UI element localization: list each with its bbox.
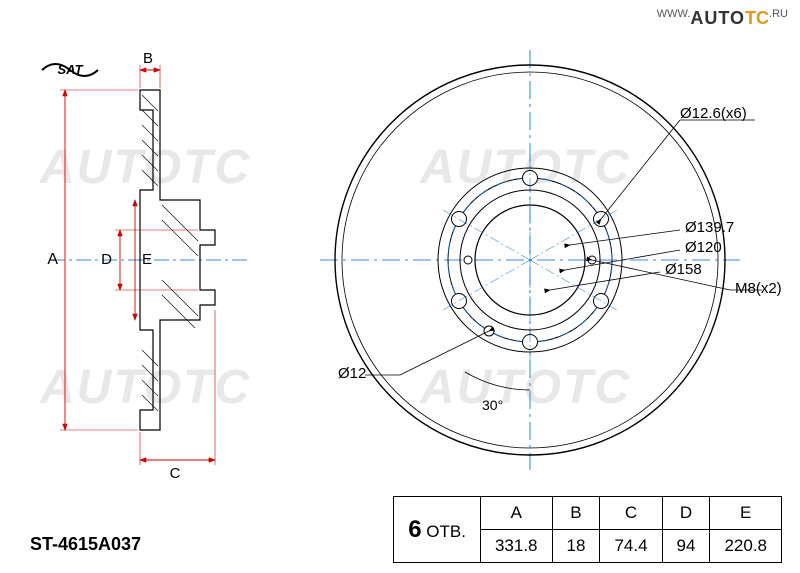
holes-count: 6	[408, 516, 421, 543]
col-header: B	[552, 497, 600, 530]
svg-text:B: B	[143, 50, 153, 67]
dim-d1397: Ø139.7	[685, 219, 734, 236]
side-view: A B D E C	[20, 30, 260, 490]
dim-d120: Ø120	[685, 239, 722, 256]
front-view: 30° Ø12.6(x6) Ø139.7 Ø120 Ø158 M8(x2) Ø1…	[280, 30, 780, 490]
holes-cell: 6 ОТВ.	[394, 497, 481, 563]
svg-text:SAT: SAT	[57, 62, 83, 77]
col-value: 331.8	[480, 530, 552, 563]
col-value: 74.4	[600, 530, 662, 563]
url-ru: .RU	[769, 8, 788, 20]
drawing-area: A B D E C	[10, 10, 790, 500]
url-tc: TC	[745, 8, 769, 28]
svg-text:E: E	[142, 251, 152, 268]
url-www: WWW.	[657, 8, 691, 20]
site-url: WWW.AutoTC.RU	[657, 8, 788, 29]
dim-d158: Ø158	[665, 261, 702, 278]
col-header: E	[710, 497, 782, 530]
url-auto: Auto	[690, 8, 745, 28]
col-value: 94	[662, 530, 710, 563]
svg-text:C: C	[170, 465, 181, 482]
svg-text:30°: 30°	[482, 397, 503, 413]
holes-suffix: ОТВ.	[426, 522, 466, 541]
part-number: ST-4615A037	[30, 534, 141, 555]
dim-d126: Ø12.6(x6)	[680, 105, 747, 122]
svg-text:D: D	[101, 251, 112, 268]
col-header: D	[662, 497, 710, 530]
dim-d12: Ø12	[338, 365, 366, 382]
col-header: A	[480, 497, 552, 530]
col-value: 18	[552, 530, 600, 563]
col-value: 220.8	[710, 530, 782, 563]
col-header: C	[600, 497, 662, 530]
svg-text:A: A	[47, 251, 58, 268]
table-row: 6 ОТВ. A B C D E	[394, 497, 782, 530]
dimension-table: 6 ОТВ. A B C D E 331.8 18 74.4 94 220.8	[393, 496, 782, 563]
dim-m8: M8(x2)	[735, 280, 782, 297]
brand-logo: SAT	[40, 56, 100, 84]
